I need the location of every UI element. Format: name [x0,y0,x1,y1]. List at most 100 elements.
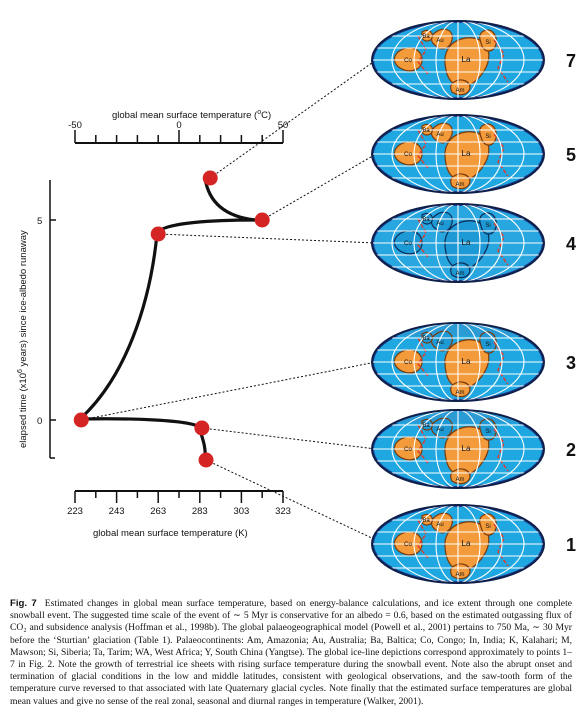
globe-1: Au Si La Co Am Ba 1 [371,504,576,584]
bottom-tick-label: 223 [67,506,83,517]
continent-label: Am [456,88,465,94]
top-tick-label: 0 [176,120,181,131]
continent-label: Au [436,38,443,44]
point-2 [194,420,210,436]
ridge-line [493,428,509,472]
ridge-line [417,129,429,169]
top-axis-label: global mean surface temperature (oC) [112,109,271,121]
ridge-line [417,218,429,258]
continent-label: La [462,238,471,247]
continent-label: Si [485,524,490,530]
globe-3: Au Si La Co Am Ba 3 [371,322,576,402]
meridian-line [435,410,481,488]
caption-text: Estimated changes in global mean surface… [10,598,572,707]
y-axis: 5 0 elapsed time (x106 years) since ice-… [17,180,56,459]
continent-label: La [462,357,471,366]
continent-label: Au [436,221,443,227]
continent-label: Ba [422,34,430,40]
ridge-line [493,133,509,177]
meridian-line [435,204,481,282]
continent-label: La [462,539,471,548]
continent-label: Si [485,342,490,348]
meridian-line [413,505,503,583]
ridge-line [493,39,509,83]
ridge-line [493,222,509,266]
ridge-line [493,523,509,567]
curve-segment-2-3 [78,417,201,429]
meridian-line [391,410,525,488]
meridian-line [435,505,481,583]
curve-segment-3-4 [78,232,159,421]
continent-label: Au [436,427,443,433]
continent-label: Si [485,223,490,229]
data-points [73,170,270,468]
meridian-line [435,115,481,193]
continent-label: Am [456,572,465,578]
ridge-line [417,337,429,377]
continent-label: Am [456,182,465,188]
continent-label: Ba [422,518,430,524]
continent-label: Am [456,271,465,277]
ridge-line [493,341,509,385]
bottom-axis: 223 243 263 283 303 323 global mean surface t… [67,490,291,539]
continent-label: Ba [422,423,430,429]
globe-number: 5 [566,145,576,165]
caption-label: Fig. 7 [10,598,37,609]
globe-2: Au Si La Co Am Ba 2 [371,409,576,489]
meridian-line [413,115,503,193]
continent-label: Co [404,360,412,366]
connector-7 [209,59,377,179]
continent-label: Co [404,152,412,158]
continent-label: Co [404,542,412,548]
meridian-line [413,204,503,282]
continent-label: Ba [422,128,430,134]
meridian-line [391,21,525,99]
continent-label: Co [404,58,412,64]
continent-label: Si [485,40,490,46]
meridian-line [391,505,525,583]
meridian-line [435,323,481,401]
continent-label: Am [456,477,465,483]
connector-4 [158,233,377,244]
bottom-tick-label: 303 [233,506,249,517]
meridian-line [391,115,525,193]
continent-label: Ba [422,217,430,223]
ridge-line [417,424,429,464]
point-1 [198,452,214,468]
globe-number: 1 [566,535,576,555]
bottom-tick-label: 283 [192,506,208,517]
meridian-line [413,21,503,99]
bottom-axis-label: global mean surface temperature (K) [93,528,248,539]
continent-label: Au [436,340,443,346]
globe-number: 4 [566,234,576,254]
globe-number: 3 [566,353,576,373]
continent-label: La [462,149,471,158]
connector-3 [81,361,377,421]
y-tick-label-0: 0 [37,416,42,427]
continent-label: La [462,55,471,64]
globe-7: Au Si La Co Am Ba 7 [371,20,576,100]
continent-label: Au [436,522,443,528]
y-tick-label-5: 5 [37,216,42,227]
continent-label: Ba [422,336,430,342]
continent-label: Au [436,132,443,138]
top-tick-label: 50 [278,120,289,131]
connectors [81,59,377,541]
bottom-tick-label: 323 [275,506,291,517]
continent-label: Si [485,429,490,435]
meridian-line [435,21,481,99]
continent-label: Co [404,241,412,247]
ridge-line [417,35,429,75]
continent-label: La [462,444,471,453]
continent-label: Si [485,134,490,140]
curve-segment-4-5 [155,218,257,236]
ridge-line [417,519,429,559]
point-5 [254,212,270,228]
temperature-curve [78,176,257,461]
continent-label: Am [456,390,465,396]
y-axis-label: elapsed time (x106 years) since ice-albe… [17,230,29,448]
top-axis: global mean surface temperature (oC) -50… [68,109,289,144]
point-3 [73,412,89,428]
bottom-tick-label: 263 [150,506,166,517]
